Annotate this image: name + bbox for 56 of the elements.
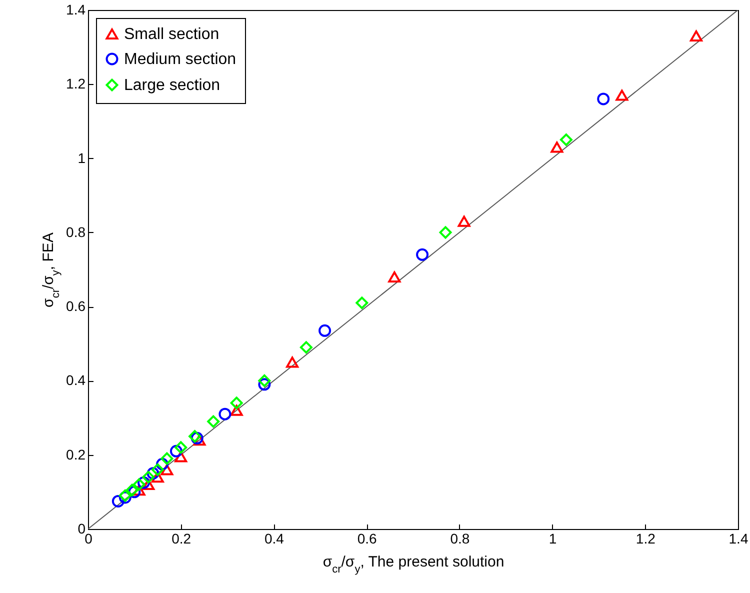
point [174, 441, 188, 454]
point [193, 434, 206, 446]
point [132, 484, 146, 496]
point [156, 458, 169, 470]
x-tick-label: 0.4 [264, 530, 284, 546]
point [416, 248, 429, 261]
point [137, 476, 150, 489]
point [458, 216, 470, 227]
point [318, 324, 332, 337]
point [230, 396, 243, 410]
point [151, 472, 164, 483]
point [170, 444, 182, 458]
point [146, 467, 160, 480]
point [388, 271, 401, 282]
point [151, 463, 164, 476]
point [218, 408, 232, 420]
x-tick-label: 0.2 [172, 530, 192, 546]
point [128, 486, 141, 498]
point [160, 452, 174, 465]
point [142, 470, 155, 484]
y-tick-label: 0.6 [66, 298, 86, 314]
point [132, 478, 146, 491]
x-tick-label: 1.4 [728, 530, 748, 546]
y-tick-label: 0.2 [66, 446, 86, 462]
legend-label: Large section [124, 77, 220, 94]
x-tick-label: 1 [548, 530, 557, 546]
point [258, 378, 271, 391]
point [690, 30, 702, 42]
point [174, 451, 188, 462]
point [258, 374, 271, 387]
point [286, 356, 299, 368]
point [207, 415, 220, 428]
point [142, 478, 155, 490]
y-tick-label: 1.4 [66, 2, 86, 18]
point [160, 464, 174, 476]
y-tick-label: 0.4 [66, 372, 86, 388]
point [112, 494, 124, 508]
y-tick-label: 0.8 [66, 224, 86, 240]
x-tick-label: 0.8 [450, 530, 470, 546]
y-tick-label: 1.2 [66, 76, 86, 92]
y-tick-label: 1 [78, 150, 86, 166]
y-tick-label: 0 [78, 520, 86, 536]
point [439, 226, 452, 239]
point [560, 134, 572, 146]
x-tick-label: 0.6 [357, 530, 378, 546]
x-axis-title: σ$_{cr}$/σ$_{y}$, The present solution [322, 554, 504, 576]
point [616, 90, 628, 101]
point [126, 484, 138, 496]
point [550, 142, 564, 153]
point [356, 296, 368, 310]
point [230, 404, 243, 416]
point [597, 92, 610, 106]
legend-label: Medium section [124, 51, 236, 68]
point [300, 341, 312, 354]
legend-label: Small section [124, 26, 220, 43]
x-tick-label: 1.2 [636, 530, 656, 546]
